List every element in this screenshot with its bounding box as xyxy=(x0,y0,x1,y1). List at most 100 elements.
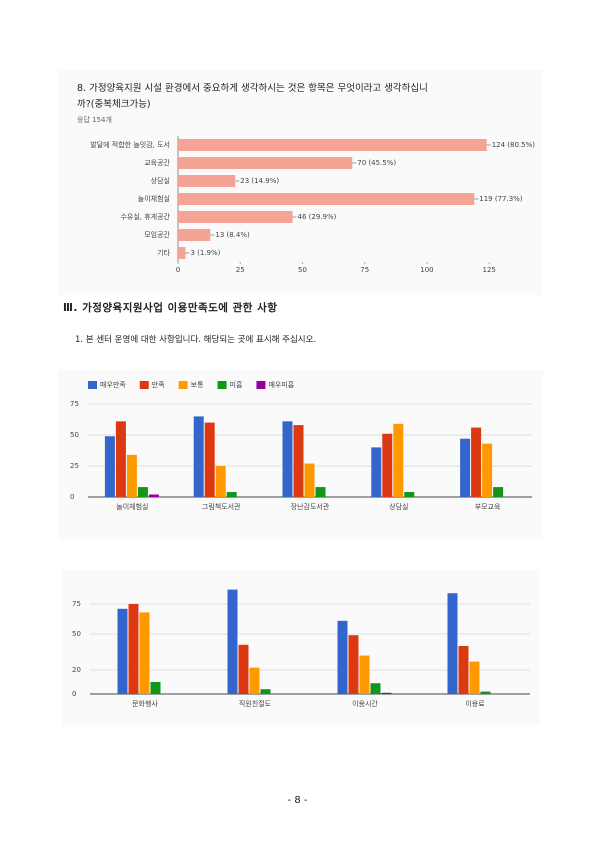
bar xyxy=(315,487,326,497)
bar xyxy=(150,682,161,694)
bar xyxy=(482,443,493,497)
value-label: 13 (8.4%) xyxy=(215,231,250,239)
legend-label: 매우미흡 xyxy=(268,380,294,389)
legend-swatch xyxy=(256,381,266,389)
bar xyxy=(493,487,504,497)
y-tick-label: 20 xyxy=(72,666,81,674)
bar xyxy=(126,454,137,497)
bar xyxy=(193,416,204,497)
x-tick-label: 상담실 xyxy=(389,502,408,511)
x-tick-label: 75 xyxy=(360,266,369,274)
bar xyxy=(471,427,482,497)
bar xyxy=(178,247,186,259)
bar xyxy=(226,492,237,497)
x-tick-label: 문화행사 xyxy=(132,699,158,708)
bar xyxy=(249,667,260,694)
question: 1. 본 센터 운영에 대한 사항입니다. 해당되는 곳에 표시해 주십시오. xyxy=(75,335,317,345)
y-tick-label: 기타 xyxy=(157,248,170,257)
x-tick-label: 0 xyxy=(176,266,180,274)
bar xyxy=(178,157,353,169)
bar xyxy=(117,608,128,694)
y-tick-label: 놀이체험실 xyxy=(138,194,170,203)
x-tick-label: 그림책도서관 xyxy=(202,502,241,511)
bar xyxy=(404,492,415,497)
legend-label: 보통 xyxy=(191,381,204,389)
bar xyxy=(227,589,238,694)
y-tick-label: 50 xyxy=(72,630,81,638)
x-tick-label: 장난감도서관 xyxy=(291,502,330,511)
y-tick-label: 모임공간 xyxy=(144,230,170,239)
bar xyxy=(148,494,159,497)
legend-swatch xyxy=(139,381,149,389)
bar xyxy=(348,635,359,694)
bar xyxy=(382,433,393,497)
bar xyxy=(178,175,236,187)
y-tick-label: 25 xyxy=(70,462,79,470)
x-tick-label: 부모교육 xyxy=(475,503,501,511)
legend-swatch xyxy=(178,381,188,389)
bar xyxy=(393,423,404,497)
bar xyxy=(480,691,491,694)
bar xyxy=(215,466,226,497)
legend-label: 만족 xyxy=(152,380,165,389)
legend-swatch xyxy=(217,381,227,389)
value-label: 70 (45.5%) xyxy=(357,159,396,167)
y-tick-label: 50 xyxy=(70,431,79,439)
bar xyxy=(469,661,480,694)
bar xyxy=(238,644,249,694)
bar xyxy=(381,692,392,694)
bar xyxy=(128,604,139,694)
bar xyxy=(137,487,148,497)
section-heading: Ⅲ. 가정양육지원사업 이용만족도에 관한 사항 xyxy=(63,302,278,314)
y-tick-label: 0 xyxy=(70,493,74,501)
y-tick-label: 수유실, 휴게공간 xyxy=(120,212,170,221)
bar xyxy=(282,421,293,497)
value-label: 119 (77.3%) xyxy=(479,195,523,203)
y-tick-label: 발달에 적합한 놀잇감, 도서 xyxy=(90,140,170,149)
bar xyxy=(293,425,304,497)
bar xyxy=(178,211,293,223)
bar xyxy=(178,229,211,241)
bar xyxy=(447,593,458,694)
y-tick-label: 상담실 xyxy=(151,176,170,185)
bar xyxy=(104,436,115,497)
bar xyxy=(458,646,469,694)
bar xyxy=(178,193,475,205)
value-label: 23 (14.9%) xyxy=(240,177,279,185)
bar xyxy=(304,463,315,497)
bar xyxy=(371,447,382,497)
bar xyxy=(260,689,271,694)
bar xyxy=(178,139,487,151)
legend-swatch xyxy=(88,381,97,389)
x-tick-label: 놀이체험실 xyxy=(116,502,148,511)
response-count: 응답 154개 xyxy=(77,116,112,124)
legend-label: 미흡 xyxy=(230,380,243,389)
y-tick-label: 0 xyxy=(72,690,76,698)
x-tick-label: 이용시간 xyxy=(352,699,378,708)
x-tick-label: 100 xyxy=(420,266,433,274)
bar xyxy=(204,422,215,497)
bar xyxy=(139,612,150,694)
page-number: - 8 - xyxy=(287,795,308,806)
x-tick-label: 25 xyxy=(236,266,245,274)
question-title: 8. 가정양육지원 시설 환경에서 중요하게 생각하시는 것은 항목은 무엇이라… xyxy=(77,83,428,110)
x-tick-label: 직원친절도 xyxy=(239,699,272,708)
value-label: 124 (80.5%) xyxy=(492,141,536,149)
value-label: 3 (1.9%) xyxy=(190,249,220,257)
bar xyxy=(370,683,381,694)
bar xyxy=(460,438,471,497)
legend-label: 매우만족 xyxy=(100,380,126,389)
y-tick-label: 교육공간 xyxy=(144,158,170,167)
y-tick-label: 75 xyxy=(72,600,81,608)
x-tick-label: 이용료 xyxy=(465,699,485,708)
chart-background xyxy=(58,70,543,295)
bar xyxy=(115,421,126,497)
bar xyxy=(359,655,370,694)
x-tick-label: 50 xyxy=(298,266,307,274)
bar xyxy=(337,620,348,694)
y-tick-label: 75 xyxy=(70,400,79,408)
x-tick-label: 125 xyxy=(483,266,496,274)
value-label: 46 (29.9%) xyxy=(298,213,337,221)
